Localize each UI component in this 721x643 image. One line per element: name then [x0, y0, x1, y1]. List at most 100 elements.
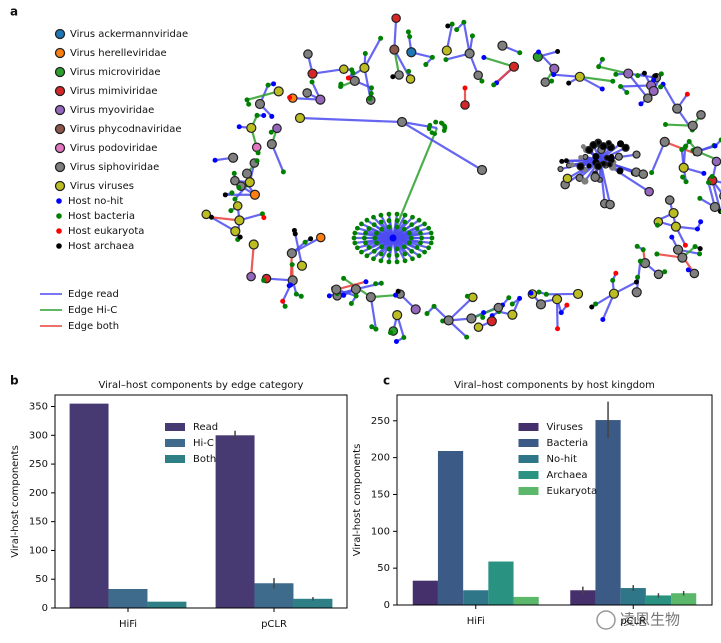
network-node	[253, 143, 261, 151]
legend-marker	[56, 106, 65, 115]
network-node	[367, 245, 372, 250]
network-node	[403, 213, 408, 218]
network-node	[669, 209, 678, 218]
network-node	[632, 288, 641, 297]
network-node	[578, 155, 583, 160]
network-node	[673, 104, 682, 113]
network-node	[480, 315, 485, 320]
network-node	[261, 215, 266, 220]
network-node	[350, 76, 359, 85]
network-node	[570, 162, 575, 167]
legend-label: Virus viruses	[70, 181, 134, 192]
network-node	[445, 24, 450, 29]
network-node	[379, 258, 384, 263]
network-node	[365, 218, 370, 223]
network-node	[553, 295, 562, 304]
network	[202, 14, 721, 344]
network-node	[651, 78, 656, 83]
network-node	[371, 256, 376, 261]
network-node	[392, 14, 400, 22]
network-node	[340, 65, 348, 73]
network-node	[287, 283, 292, 288]
network-node	[536, 300, 545, 309]
network-node	[574, 289, 583, 298]
y-tick-label: 350	[29, 402, 48, 413]
network-node	[487, 317, 496, 326]
network-node	[444, 316, 453, 325]
network-node	[235, 216, 244, 225]
network-node	[388, 330, 393, 335]
bar	[463, 590, 488, 605]
network-node	[372, 222, 377, 227]
network-node	[536, 290, 541, 295]
network-node	[443, 57, 448, 62]
network-node	[430, 236, 435, 241]
network-node	[245, 178, 254, 187]
legend-marker	[56, 30, 65, 39]
network-node	[280, 299, 285, 304]
network-node	[698, 219, 703, 224]
bar	[216, 435, 255, 608]
network-node	[374, 240, 379, 245]
network-node	[417, 253, 422, 258]
network-node	[491, 82, 496, 87]
network-node	[255, 158, 260, 163]
network-node	[712, 157, 720, 165]
legend-label: Virus podoviridae	[70, 143, 157, 154]
network-node	[369, 91, 374, 96]
network-node	[679, 163, 688, 172]
network-node	[695, 226, 700, 231]
network-node	[354, 293, 359, 298]
network-node	[479, 79, 484, 84]
network-node	[693, 244, 698, 249]
legend-marker	[56, 213, 62, 219]
network-node	[508, 310, 517, 319]
network-node	[379, 213, 384, 218]
legend-swatch	[165, 455, 185, 463]
network-node	[229, 153, 238, 162]
legend-marker	[56, 87, 65, 96]
network-node	[379, 244, 384, 249]
network-node	[563, 174, 571, 182]
network-node	[433, 120, 438, 125]
network-node	[418, 231, 423, 236]
legend-label: No-hit	[547, 454, 578, 465]
bar	[488, 562, 513, 605]
y-axis-label: Viral-host components	[10, 445, 21, 558]
legend-marker	[56, 243, 62, 249]
network-node	[365, 253, 370, 258]
network-node	[287, 95, 292, 100]
network-node	[422, 221, 427, 226]
network-node	[450, 22, 455, 27]
network-node	[247, 123, 256, 132]
network-node	[250, 190, 259, 199]
network-node	[228, 208, 233, 213]
network-node	[387, 218, 392, 223]
y-tick-label: 100	[371, 526, 390, 537]
network-node	[426, 226, 431, 231]
network-node	[395, 247, 400, 252]
y-tick-label: 100	[29, 545, 48, 556]
network-node	[454, 27, 459, 32]
bar	[70, 404, 109, 608]
network-node	[332, 285, 341, 294]
network-node	[341, 293, 346, 298]
network-node	[406, 69, 411, 74]
network-node	[232, 171, 237, 176]
legend-label: Virus herelleviridae	[70, 48, 167, 59]
network-node	[697, 196, 702, 201]
network-node	[461, 20, 466, 25]
network-node	[261, 113, 266, 118]
legend-label: Read	[193, 422, 218, 433]
network-node	[367, 96, 372, 101]
network-node	[481, 55, 486, 60]
network-node	[638, 259, 643, 264]
network-node	[432, 131, 437, 136]
network-node	[355, 245, 360, 250]
legend-label: Virus phycodnaviridae	[70, 124, 181, 135]
network-node	[593, 301, 598, 306]
network-node	[379, 227, 384, 232]
network-node	[591, 173, 599, 181]
network-node	[442, 46, 451, 55]
network-node	[407, 34, 412, 39]
